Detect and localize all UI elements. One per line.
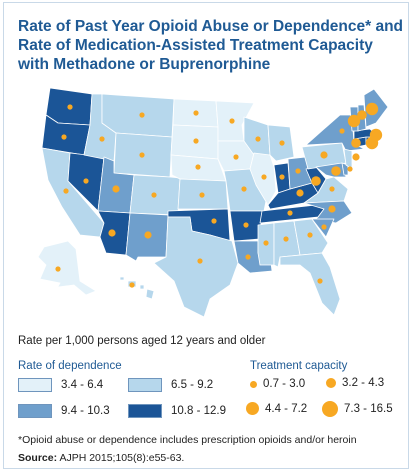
legend-swatch: [18, 404, 52, 418]
dependence-legend-item: 3.4 - 6.4: [18, 378, 103, 392]
legend-label: 0.7 - 3.0: [263, 378, 306, 390]
capacity-legend-item: 4.4 - 7.2: [246, 402, 307, 415]
legend-swatch: [18, 378, 52, 392]
treatment-dot-ms: [263, 240, 269, 246]
treatment-dot-nj: [352, 153, 360, 161]
treatment-dot-tx: [197, 258, 203, 264]
treatment-dot-mn: [229, 118, 235, 124]
treatment-dot-or: [61, 134, 67, 140]
legend-label: 6.5 - 9.2: [171, 379, 214, 391]
treatment-dot-sc: [321, 224, 327, 230]
legend-dot: [322, 401, 338, 417]
legend-label: 7.3 - 16.5: [344, 403, 393, 415]
treatment-dot-wi: [255, 136, 261, 142]
state-fl: [279, 252, 341, 316]
source-text: AJPH 2015;105(8):e55-63.: [59, 452, 185, 464]
treatment-dot-ga: [307, 232, 313, 238]
treatment-dot-co: [151, 192, 157, 198]
figure-title: Rate of Past Year Opioid Abuse or Depend…: [18, 17, 408, 74]
legend-label: 10.8 - 12.9: [171, 405, 226, 417]
title-line-2: Rate of Medication-Assisted Treatment Ca…: [18, 37, 373, 54]
treatment-dot-fl: [317, 278, 323, 284]
state-hi-island: [139, 284, 145, 290]
capacity-legend-heading: Treatment capacity: [250, 360, 348, 372]
treatment-dot-va: [329, 186, 335, 192]
treatment-dot-de: [347, 166, 353, 172]
treatment-dot-oh: [295, 168, 301, 174]
treatment-dot-tn: [287, 210, 293, 216]
treatment-dot-ok: [211, 218, 217, 224]
treatment-dot-wy: [139, 152, 145, 158]
treatment-dot-vt: [347, 114, 361, 128]
source-citation: Source: AJPH 2015;105(8):e55-63.: [18, 452, 184, 464]
treatment-dot-ky: [296, 189, 304, 197]
treatment-dot-md: [331, 166, 341, 176]
treatment-dot-il: [261, 174, 267, 180]
capacity-legend-item: 0.7 - 3.0: [250, 378, 305, 390]
capacity-legend-item: 3.2 - 4.3: [326, 377, 384, 389]
legend-label: 4.4 - 7.2: [265, 402, 308, 415]
legend-dot: [246, 402, 259, 415]
treatment-dot-nc: [328, 205, 336, 213]
choropleth-map: [37, 87, 389, 318]
treatment-dot-ut: [112, 185, 120, 193]
legend-dot: [250, 380, 257, 388]
legend-swatch: [128, 404, 162, 418]
treatment-dot-wv: [311, 176, 321, 186]
state-ak: [37, 240, 97, 304]
treatment-dot-la: [245, 254, 251, 260]
state-hi-island: [145, 288, 155, 300]
treatment-dot-ct: [351, 138, 361, 148]
treatment-dot-ne: [195, 164, 201, 170]
treatment-dot-ks: [199, 192, 205, 198]
treatment-dot-in: [279, 174, 285, 180]
treatment-dot-nh: [357, 110, 367, 120]
rate-note: Rate per 1,000 persons aged 12 years and…: [18, 335, 266, 347]
treatment-dot-wa: [67, 104, 73, 110]
title-line-3: with Methadone or Buprenorphine: [18, 56, 271, 73]
legend-label: 3.4 - 6.4: [61, 379, 104, 391]
treatment-dot-ia: [233, 154, 239, 160]
source-label: Source:: [18, 452, 58, 464]
treatment-dot-sd: [193, 138, 199, 144]
title-line-1: Rate of Past Year Opioid Abuse or Depend…: [18, 18, 404, 35]
legend-label: 9.4 - 10.3: [61, 405, 110, 417]
treatment-dot-mt: [139, 112, 145, 118]
figure-card: Rate of Past Year Opioid Abuse or Depend…: [3, 2, 409, 469]
legend-swatch: [128, 378, 162, 392]
treatment-dot-az: [108, 229, 116, 237]
treatment-dot-nd: [193, 110, 199, 116]
treatment-dot-al: [283, 236, 289, 242]
dependence-legend-item: 6.5 - 9.2: [128, 378, 213, 392]
treatment-dot-ar: [243, 222, 249, 228]
treatment-dot-nv: [83, 178, 89, 184]
dependence-legend-heading: Rate of dependence: [18, 360, 122, 372]
state-tx: [153, 216, 239, 318]
treatment-dot-ca: [63, 188, 69, 194]
footnote: *Opioid abuse or dependence includes pre…: [18, 434, 357, 446]
legend-dot: [326, 378, 336, 388]
treatment-dot-id: [99, 136, 105, 142]
us-map: [4, 85, 410, 335]
treatment-dot-mo: [241, 186, 247, 192]
state-mt: [101, 93, 175, 138]
treatment-dot-pa: [320, 151, 328, 159]
treatment-dot-nm: [144, 231, 152, 239]
state-hi-island: [119, 276, 125, 281]
treatment-dot-hi: [129, 282, 135, 288]
capacity-legend-item: 7.3 - 16.5: [322, 401, 393, 417]
dependence-legend-item: 10.8 - 12.9: [128, 404, 226, 418]
treatment-dot-me: [365, 102, 379, 116]
treatment-dot-ny: [339, 128, 345, 134]
legend-label: 3.2 - 4.3: [342, 377, 385, 389]
treatment-dot-mi: [279, 140, 285, 146]
dependence-legend-item: 9.4 - 10.3: [18, 404, 110, 418]
treatment-dot-ma: [369, 128, 383, 142]
treatment-dot-ak: [55, 266, 61, 272]
